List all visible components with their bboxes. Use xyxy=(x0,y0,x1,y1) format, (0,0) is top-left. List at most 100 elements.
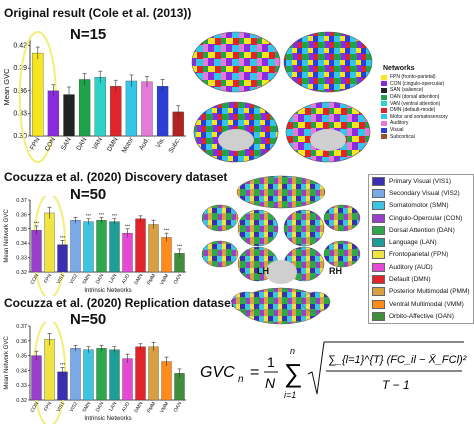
networks-legend-title: Networks xyxy=(383,65,415,72)
discovery-bar-chart: 0.32 0.33 0.34 0.35 0.36 0.37 Mean Network GVC… xyxy=(4,196,186,296)
significance-marker: *** xyxy=(125,223,131,228)
significance-marker: *** xyxy=(99,212,105,217)
y-tick-label: 0.32 xyxy=(16,398,27,404)
bar-dan xyxy=(96,348,107,401)
bar-vmm xyxy=(161,361,172,401)
bar-dmn xyxy=(135,218,146,273)
x-tick-label: VIS2 xyxy=(69,401,80,414)
x-tick-label: OAN xyxy=(173,273,184,286)
y-tick-label: 0.42 xyxy=(13,43,27,50)
legend-swatch xyxy=(372,176,385,186)
legend-item: CON (cingulo-opercular) xyxy=(381,81,473,88)
formula-sum-lower: i=1 xyxy=(284,390,296,400)
legend-swatch xyxy=(381,87,387,93)
discovery-panel-title: Cocuzza et al. (2020) Discovery dataset xyxy=(4,170,228,184)
original-n-label: N=15 xyxy=(70,26,107,43)
brain-right-lateral xyxy=(283,31,373,93)
legend-label: SAN (salience) xyxy=(390,87,424,94)
legend-label: Cingulo-Opercular (CON) xyxy=(389,214,463,222)
bar-vmm xyxy=(161,237,172,273)
legend-label: Orbito-Affective (OAN) xyxy=(389,312,454,320)
gvc-formula: GVC n = 1 N ∑ n i=1 ∑_{l=1}^{T} (FC_il −… xyxy=(200,341,467,400)
y-tick-label: 0.39 xyxy=(13,65,27,72)
legend-swatch xyxy=(381,101,387,107)
x-tick-label: CON xyxy=(29,273,40,286)
bar-fpn xyxy=(32,52,44,137)
bar-pmm xyxy=(148,346,159,401)
bar-pmm xyxy=(148,224,159,273)
legend-label: Ventral Multimodal (VMM) xyxy=(389,300,464,308)
bar-con xyxy=(47,90,60,137)
legend-label: Auditory (AUD) xyxy=(389,263,433,271)
legend-label: Primary Visual (VIS1) xyxy=(389,177,452,185)
legend-label: Posterior Multimodal (PMM) xyxy=(389,288,470,296)
legend-swatch xyxy=(381,134,387,140)
formula-lhs-subscript: n xyxy=(238,374,244,385)
bar-dmn xyxy=(135,346,146,401)
legend-label: Auditory xyxy=(390,120,409,127)
legend-swatch xyxy=(372,287,385,297)
legend-label: VAN (ventral attention) xyxy=(390,100,441,107)
legend-item: Primary Visual (VIS1) xyxy=(369,175,473,187)
legend-label: Frontoparietal (FPN) xyxy=(389,251,449,259)
legend-swatch xyxy=(372,201,385,211)
original-panel-title: Original result (Cole et al. (2013)) xyxy=(4,6,192,20)
bar-smn xyxy=(83,349,94,401)
x-tick-label: DMN xyxy=(106,136,120,153)
y-tick-label: 0.33 xyxy=(16,256,27,262)
x-tick-label: CON xyxy=(29,401,40,414)
brain-left-lateral xyxy=(191,31,281,93)
x-tick-label: VIS1 xyxy=(56,273,67,286)
legend-label: Dorsal Attention (DAN) xyxy=(389,226,455,234)
legend-swatch xyxy=(372,188,385,198)
bar-fpn xyxy=(44,212,55,273)
legend-swatch xyxy=(372,225,385,235)
legend-item: Dorsal Attention (DAN) xyxy=(369,224,473,236)
legend-swatch xyxy=(372,238,385,248)
formula-equals: = xyxy=(250,364,259,381)
formula-fraction-numerator: 1 xyxy=(267,354,275,370)
legend-item: DMN (default-mode) xyxy=(381,107,473,114)
x-tick-label: SAN xyxy=(60,136,73,151)
formula-lhs: GVC xyxy=(200,364,235,381)
significance-marker: *** xyxy=(34,220,40,225)
legend-item: Orbito-Affective (OAN) xyxy=(369,310,473,322)
y-axis-label: Mean Network GVC xyxy=(4,209,10,263)
bar-van xyxy=(94,77,106,137)
bar-dmn xyxy=(110,86,122,137)
bar-dan xyxy=(78,79,91,137)
legend-swatch xyxy=(381,127,387,133)
legend-label: Visual xyxy=(390,127,404,134)
y-tick-label: 0.33 xyxy=(16,383,27,389)
y-tick-label: 0.35 xyxy=(16,227,27,233)
legend-label: Subcortical xyxy=(390,133,415,140)
y-axis-label: Mean GVC xyxy=(2,68,11,106)
bar-vis2 xyxy=(70,348,81,401)
legend-label: Somatomotor (SMN) xyxy=(389,202,449,210)
legend-item: Subcortical xyxy=(381,133,473,140)
legend-swatch xyxy=(372,250,385,260)
bar-con xyxy=(31,230,42,273)
x-tick-label: VIS1 xyxy=(56,401,67,414)
legend-item: FPN (fronto-parietal) xyxy=(381,74,473,81)
bar-aud xyxy=(141,81,153,137)
x-tick-label: SMN xyxy=(81,273,92,286)
x-tick-label: DMN xyxy=(133,273,144,286)
legend-item: Auditory xyxy=(381,120,473,127)
y-tick-label: 0.37 xyxy=(16,324,27,330)
significance-marker: *** xyxy=(60,362,66,367)
replication-bar-chart: 0.32 0.33 0.34 0.35 0.36 0.37 Mean Network GVC… xyxy=(4,322,186,424)
x-tick-label: VIS2 xyxy=(69,273,80,286)
replication-panel-title: Cocuzza et al. (2020) Replication datase… xyxy=(4,296,235,310)
x-tick-label: LAN xyxy=(108,401,118,413)
legend-swatch xyxy=(381,94,387,100)
legend-swatch xyxy=(381,74,387,80)
x-tick-label: DAN xyxy=(95,273,106,285)
x-tick-label: DMN xyxy=(133,401,144,414)
legend-item: Secondary Visual (VIS2) xyxy=(369,187,473,199)
legend-swatch xyxy=(372,299,385,309)
y-tick-label: 0.35 xyxy=(16,354,27,360)
legend-label: Default (DMN) xyxy=(389,276,431,284)
x-tick-label: VAN xyxy=(91,136,104,151)
discovery-n-label: N=50 xyxy=(70,186,107,203)
